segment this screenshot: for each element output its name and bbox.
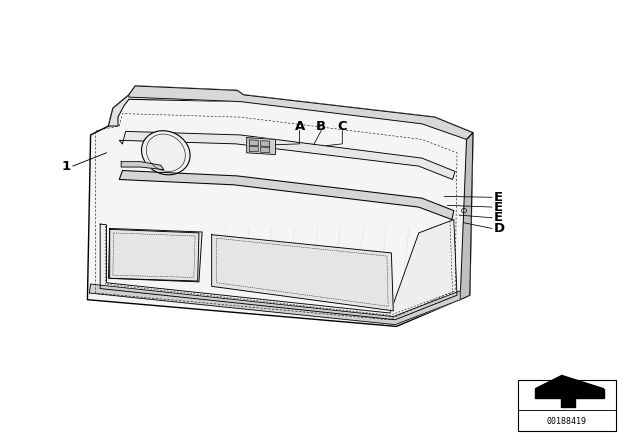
Polygon shape	[535, 389, 604, 407]
Polygon shape	[260, 147, 269, 153]
Polygon shape	[119, 171, 454, 220]
Polygon shape	[109, 228, 202, 282]
Ellipse shape	[141, 131, 190, 175]
Text: 1: 1	[61, 159, 70, 172]
Polygon shape	[246, 138, 275, 155]
Polygon shape	[121, 162, 164, 170]
Text: E: E	[493, 201, 502, 214]
Text: E: E	[493, 191, 502, 204]
Text: E: E	[493, 211, 502, 224]
Text: A: A	[294, 121, 305, 134]
Polygon shape	[119, 131, 455, 180]
Polygon shape	[129, 86, 473, 139]
Text: 00188419: 00188419	[547, 418, 587, 426]
Polygon shape	[460, 133, 473, 300]
Text: D: D	[493, 222, 504, 235]
Text: C: C	[337, 121, 347, 134]
Polygon shape	[535, 375, 604, 389]
Polygon shape	[260, 141, 269, 146]
Polygon shape	[249, 146, 258, 152]
Polygon shape	[88, 86, 473, 327]
Polygon shape	[90, 284, 460, 325]
Text: B: B	[316, 121, 326, 134]
Polygon shape	[100, 220, 457, 320]
Bar	[518, 380, 616, 431]
Polygon shape	[212, 235, 394, 311]
Polygon shape	[108, 229, 199, 281]
Polygon shape	[108, 86, 244, 126]
Polygon shape	[249, 140, 258, 146]
